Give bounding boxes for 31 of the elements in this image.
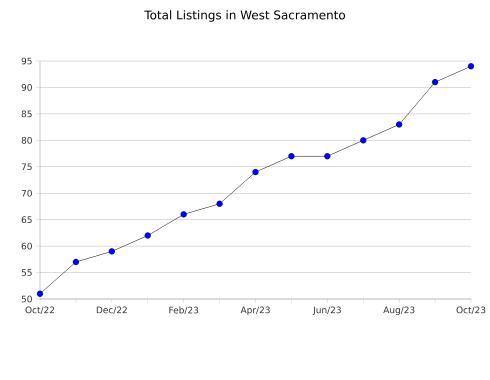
- y-tick-label: 55: [22, 269, 32, 276]
- point: [180, 211, 187, 218]
- point: [396, 121, 402, 128]
- y-tick-label: 60: [22, 242, 32, 250]
- point: [360, 137, 366, 144]
- y-tick-label: 95: [22, 58, 32, 64]
- point: [288, 153, 295, 160]
- point: [36, 290, 44, 297]
- y-tick-label: 85: [22, 110, 32, 118]
- x-tick-label: Jun/23: [312, 306, 341, 315]
- chart-title: Total Listings in West Sacramento: [144, 10, 346, 22]
- x-tick-label: Oct/22: [26, 306, 54, 314]
- point: [324, 153, 330, 160]
- x-tick-label: Feb/23: [169, 306, 198, 314]
- y-tick-label: 75: [22, 163, 32, 170]
- y-tick-label: 90: [22, 84, 32, 91]
- x-tick-label: Dec/22: [96, 306, 127, 314]
- point: [252, 168, 259, 176]
- x-tick-label: Oct/23: [456, 306, 486, 314]
- y-tick-label: 65: [22, 216, 32, 224]
- x-tick-label: Aug/23: [383, 306, 414, 316]
- point: [432, 79, 438, 86]
- x-tick-label: Apr/23: [240, 306, 270, 316]
- point: [108, 248, 115, 255]
- point: [144, 232, 151, 239]
- y-tick-label: 80: [22, 136, 32, 144]
- point: [468, 63, 474, 70]
- y-tick-label: 70: [22, 190, 32, 197]
- y-tick-label: 50: [22, 296, 32, 302]
- point: [72, 258, 80, 266]
- point: [216, 200, 223, 207]
